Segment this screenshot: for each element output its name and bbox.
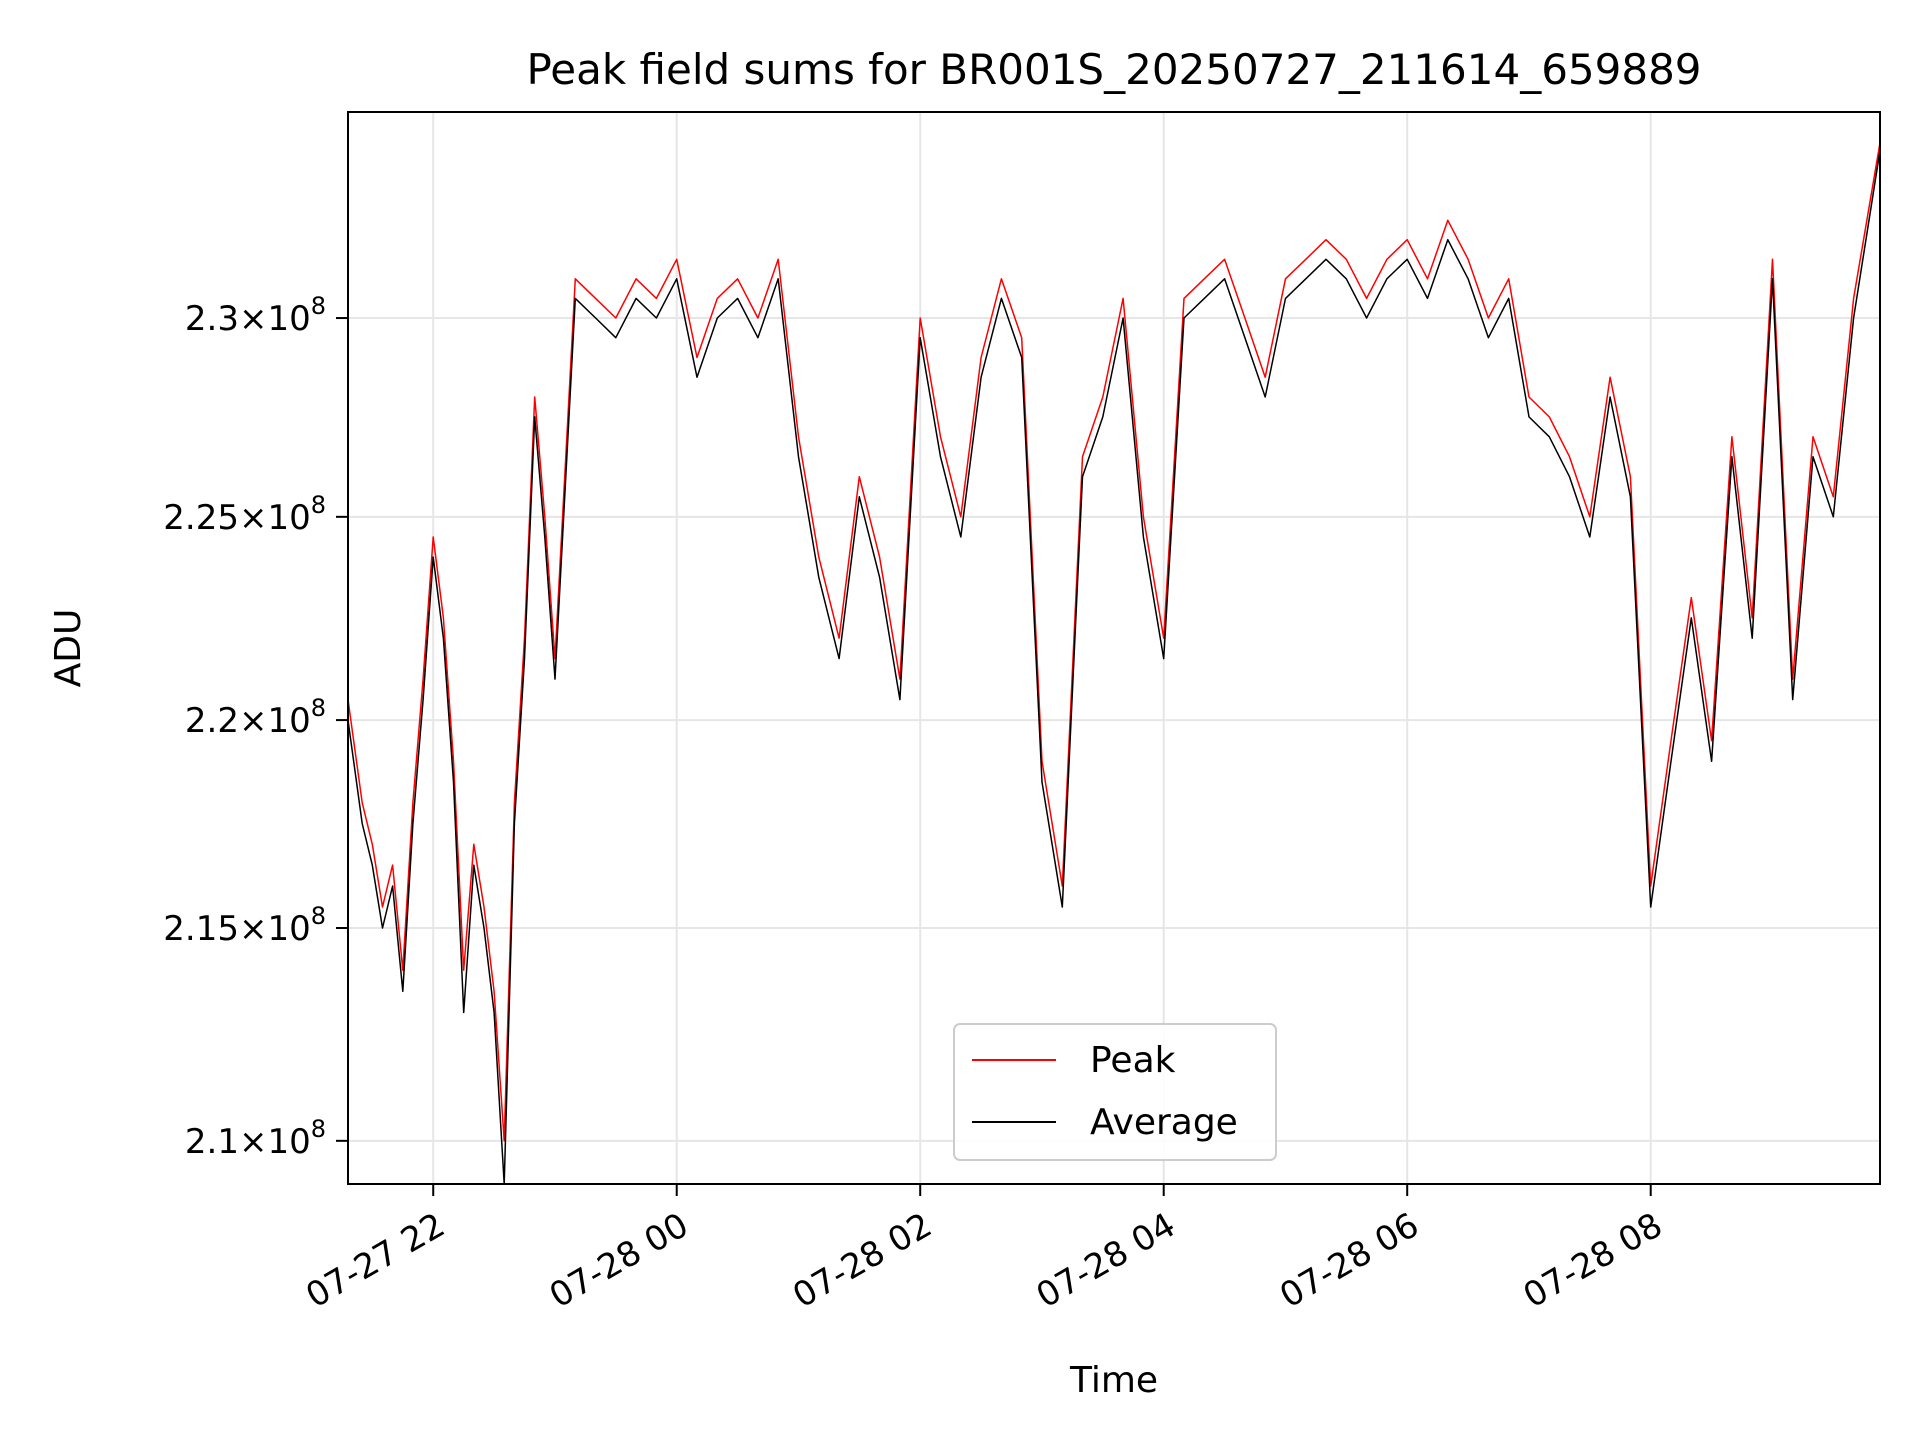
y-tick-exponent: 8	[311, 902, 326, 930]
axis-ticks: 07-27 22 07-28 00 07-28 02 07-28 04 07-28 06…	[163, 292, 1669, 1316]
legend-peak-label: Peak	[1090, 1040, 1176, 1081]
y-tick-mantissa: 2.1	[185, 1122, 239, 1162]
series-line-peak	[347, 142, 1881, 1142]
grid-lines	[348, 112, 1880, 1184]
x-tick-label: 07-28 08	[1517, 1205, 1669, 1316]
y-tick-label: 2.1×108	[185, 1115, 326, 1162]
y-tick-exponent: 8	[311, 694, 326, 722]
series-lines	[347, 142, 1881, 1185]
y-tick-times: ×10	[239, 701, 311, 741]
y-tick-exponent: 8	[311, 1115, 326, 1143]
y-tick-times: ×10	[239, 909, 311, 949]
y-tick-exponent: 8	[311, 292, 326, 320]
y-tick-mantissa: 2.3	[185, 299, 239, 339]
legend-average-label: Average	[1090, 1102, 1238, 1143]
x-tick-label: 07-28 04	[1030, 1205, 1182, 1316]
legend-box	[953, 1023, 1277, 1161]
y-tick-times: ×10	[239, 1122, 311, 1162]
y-axis-label: ADU	[48, 609, 89, 688]
x-tick-label: 07-28 00	[543, 1205, 695, 1316]
y-tick-label: 2.2×108	[185, 694, 326, 741]
x-tick-label: 07-28 06	[1273, 1205, 1425, 1316]
y-tick-times: ×10	[239, 299, 311, 339]
legend: Peak Average	[953, 1023, 1277, 1161]
x-tick-label: 07-27 22	[299, 1205, 451, 1316]
x-axis-label: Time	[1069, 1360, 1158, 1401]
x-tick-label: 07-28 02	[786, 1205, 938, 1316]
y-tick-times: ×10	[239, 498, 311, 538]
y-tick-label: 2.3×108	[185, 292, 326, 339]
plot-frame	[347, 111, 1881, 1185]
y-tick-mantissa: 2.2	[185, 701, 239, 741]
y-tick-exponent: 8	[311, 491, 326, 519]
chart-title: Peak field sums for BR001S_20250727_2116…	[526, 45, 1701, 94]
y-tick-label: 2.25×108	[163, 491, 326, 538]
y-tick-mantissa: 2.15	[163, 909, 239, 949]
y-tick-mantissa: 2.25	[163, 498, 239, 538]
series-line-average	[347, 150, 1881, 1185]
y-tick-label: 2.15×108	[163, 902, 326, 949]
